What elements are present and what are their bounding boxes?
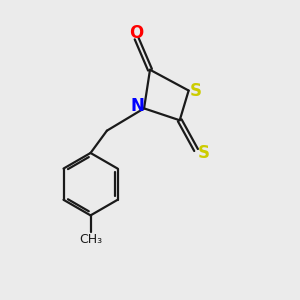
Text: O: O — [130, 24, 144, 42]
Text: N: N — [130, 97, 145, 115]
Text: S: S — [190, 82, 202, 100]
Text: S: S — [197, 144, 209, 162]
Text: CH₃: CH₃ — [79, 233, 102, 246]
